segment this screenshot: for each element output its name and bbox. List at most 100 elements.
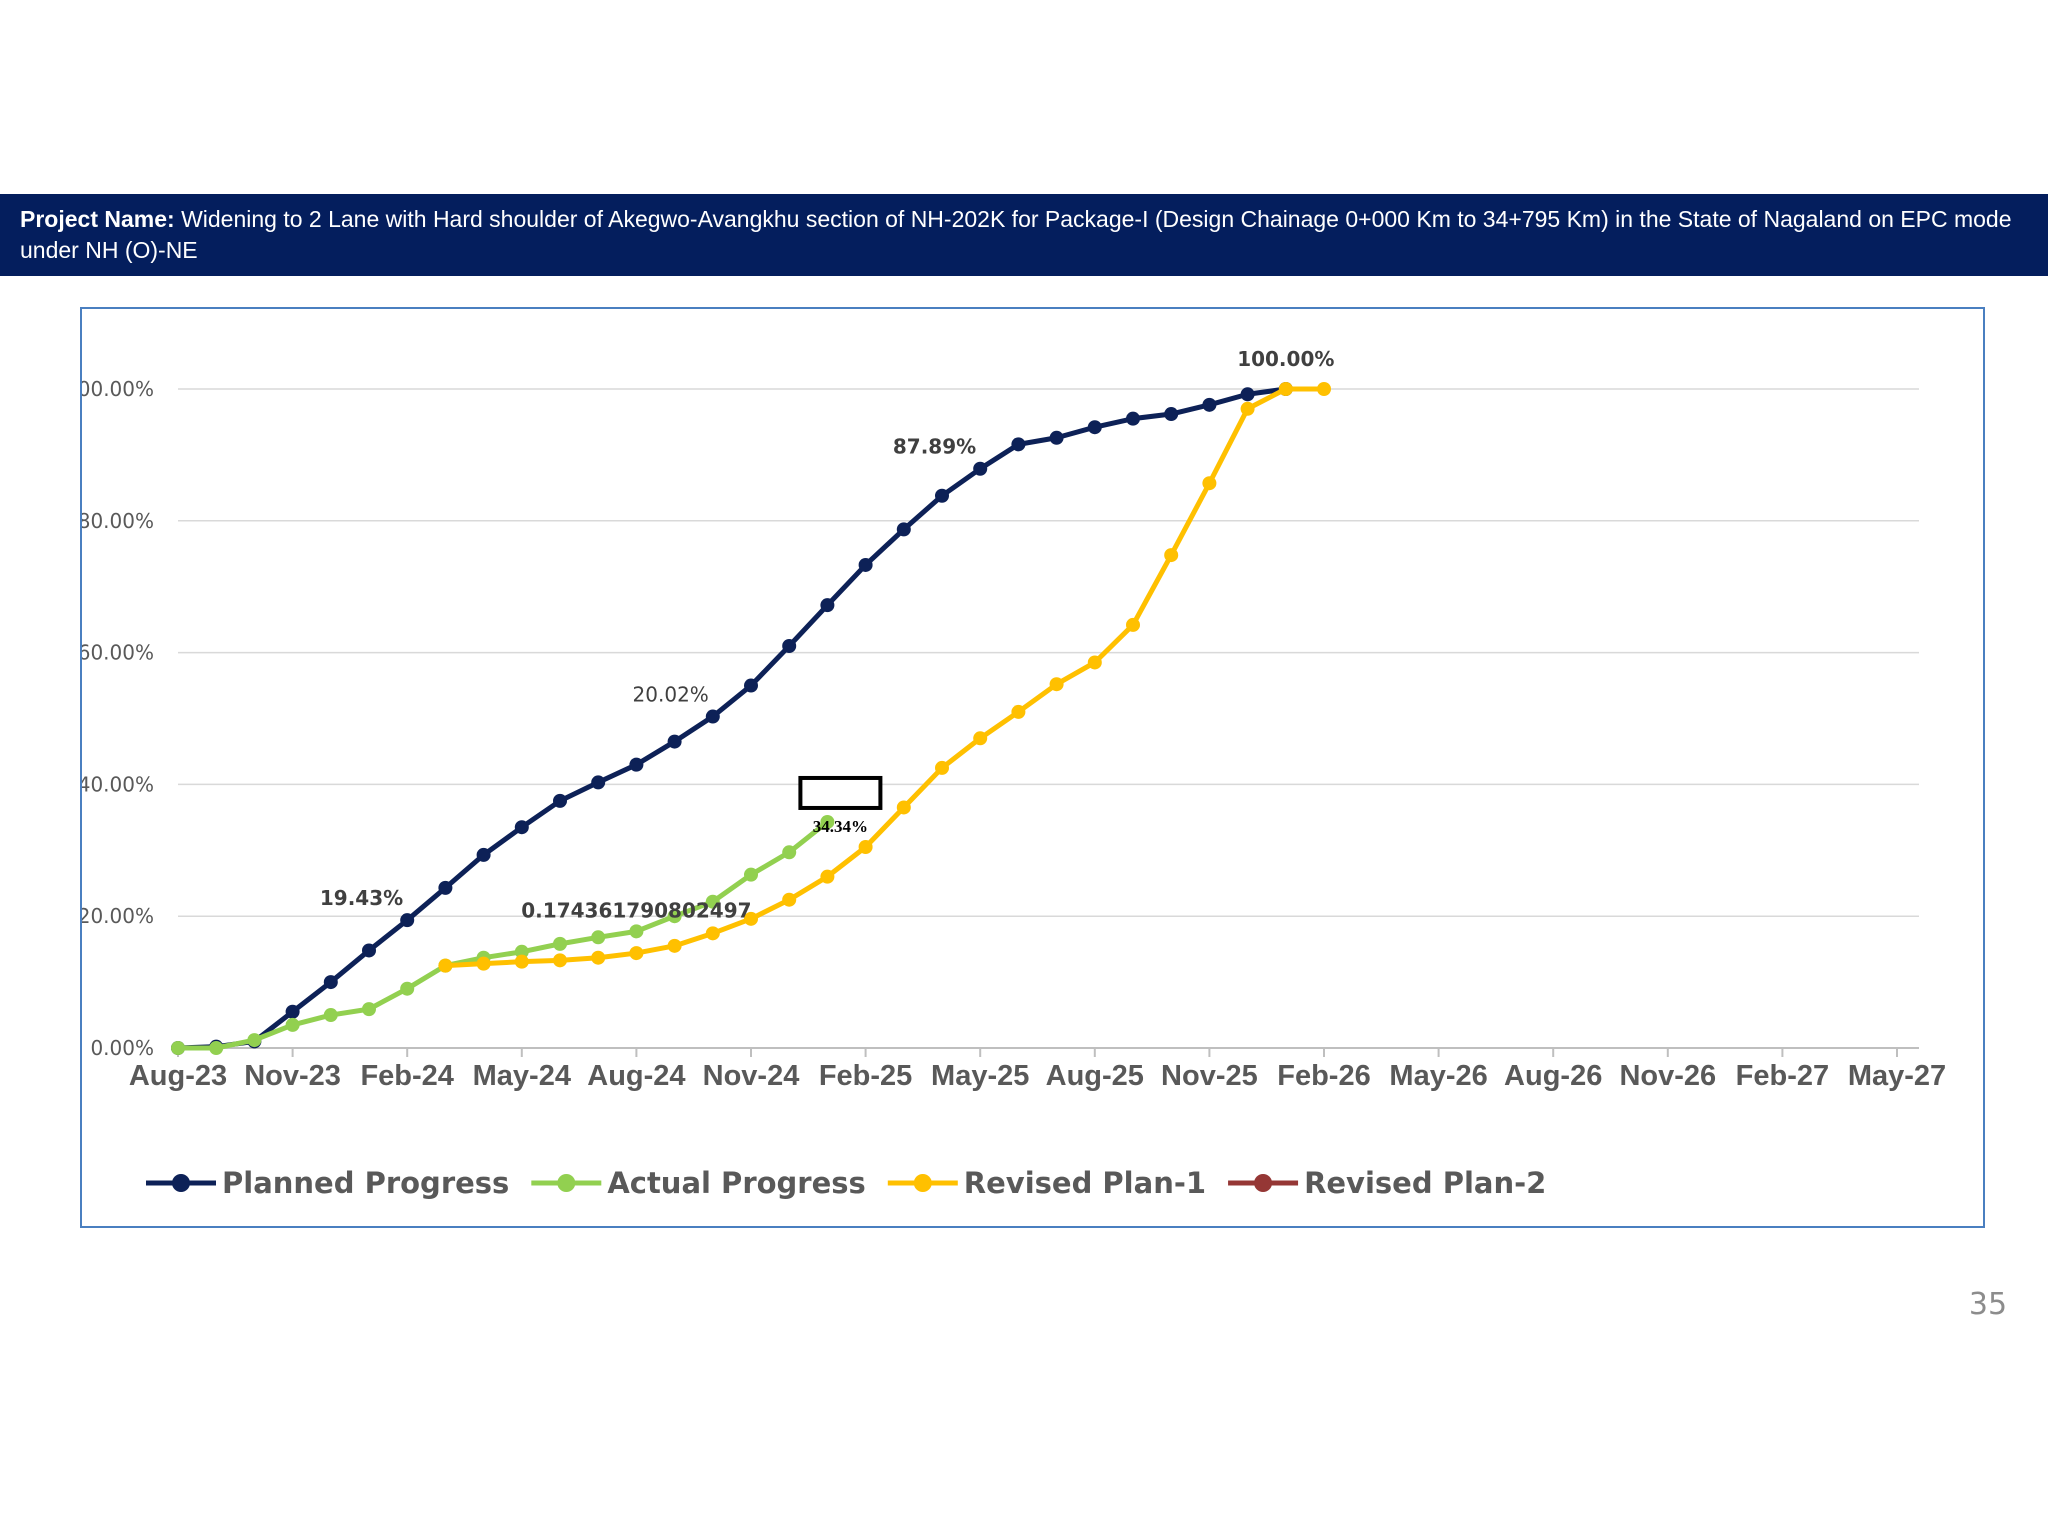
data-point bbox=[667, 909, 682, 924]
data-point bbox=[1049, 677, 1064, 692]
y-tick-label: 80.00% bbox=[82, 509, 154, 533]
data-point bbox=[171, 1041, 185, 1055]
data-point bbox=[591, 930, 606, 945]
data-point bbox=[820, 598, 835, 613]
data-point bbox=[400, 913, 415, 928]
x-tick-label: Feb-26 bbox=[1277, 1060, 1370, 1092]
data-point bbox=[285, 1004, 300, 1019]
x-tick-label: Nov-25 bbox=[1161, 1060, 1258, 1092]
data-point bbox=[1202, 476, 1217, 491]
progress-chart: 0.00% 20.00% 40.00% 60.00% 80.00% 100.00% Aug-… bbox=[82, 347, 1946, 1200]
data-point bbox=[744, 678, 758, 693]
x-tick-label: Nov-24 bbox=[703, 1060, 800, 1092]
data-point bbox=[629, 946, 644, 961]
data-point bbox=[1087, 420, 1102, 435]
x-tick-label: Feb-24 bbox=[360, 1060, 453, 1092]
x-tick-label: Nov-26 bbox=[1619, 1060, 1716, 1092]
data-point bbox=[1278, 382, 1293, 396]
chart-frame: 0.00% 20.00% 40.00% 60.00% 80.00% 100.00% Aug-… bbox=[80, 307, 1985, 1228]
project-name-text: Widening to 2 Lane with Hard shoulder of… bbox=[20, 206, 2012, 263]
data-point bbox=[896, 800, 911, 815]
data-point bbox=[514, 820, 529, 835]
data-point bbox=[858, 557, 873, 572]
legend-label: Revised Plan-2 bbox=[1304, 1166, 1546, 1200]
data-point bbox=[1126, 617, 1140, 632]
data-point bbox=[362, 943, 376, 958]
y-tick-label: 60.00% bbox=[82, 641, 154, 665]
x-tick-label: Nov-23 bbox=[244, 1060, 341, 1092]
x-tick-label: May-25 bbox=[931, 1060, 1029, 1092]
data-point bbox=[705, 709, 720, 724]
data-point bbox=[591, 775, 606, 790]
legend-marker bbox=[557, 1174, 576, 1192]
data-point bbox=[935, 488, 949, 503]
project-name-label: Project Name: bbox=[20, 206, 175, 232]
data-point bbox=[438, 880, 453, 895]
data-point bbox=[935, 760, 949, 775]
data-point bbox=[973, 731, 988, 746]
data-point bbox=[629, 924, 644, 939]
legend-label: Revised Plan-1 bbox=[964, 1166, 1206, 1200]
data-point bbox=[896, 522, 911, 537]
x-tick-label: Aug-23 bbox=[129, 1060, 227, 1092]
legend-marker bbox=[172, 1174, 190, 1192]
x-tick-label: May-27 bbox=[1848, 1060, 1946, 1092]
data-point bbox=[858, 840, 873, 855]
data-point bbox=[667, 734, 682, 749]
data-point bbox=[1164, 548, 1179, 563]
data-point bbox=[553, 953, 567, 968]
data-label: 100.00% bbox=[1237, 347, 1334, 371]
y-tick-label: 20.00% bbox=[82, 904, 154, 928]
data-point bbox=[1087, 655, 1102, 670]
data-point bbox=[629, 757, 644, 772]
data-label-box bbox=[798, 775, 883, 810]
x-tick-label: Aug-26 bbox=[1504, 1060, 1602, 1092]
data-point bbox=[514, 944, 529, 959]
data-point bbox=[323, 975, 338, 990]
data-point bbox=[438, 958, 453, 973]
data-point bbox=[476, 956, 491, 971]
page-number: 35 bbox=[1968, 1287, 2008, 1322]
y-tick-label: 100.00% bbox=[82, 377, 154, 401]
data-point bbox=[285, 1017, 300, 1032]
data-point bbox=[1240, 401, 1255, 416]
data-point bbox=[744, 867, 758, 882]
legend-marker bbox=[913, 1174, 932, 1192]
data-point bbox=[1202, 397, 1217, 412]
data-point bbox=[247, 1033, 262, 1048]
x-tick-label: Aug-24 bbox=[587, 1060, 685, 1092]
data-point bbox=[400, 981, 415, 996]
data-point bbox=[973, 461, 988, 476]
data-point bbox=[782, 892, 797, 907]
data-point bbox=[476, 847, 491, 862]
data-label: 0.174361790802497 bbox=[521, 898, 751, 922]
series-line bbox=[177, 386, 1287, 1051]
y-tick-label: 0.00% bbox=[90, 1036, 154, 1060]
data-label: 34.34% bbox=[813, 817, 868, 836]
data-point bbox=[667, 938, 682, 953]
data-point bbox=[1126, 411, 1140, 426]
data-label: 20.02% bbox=[633, 683, 709, 707]
x-tick-label: Aug-25 bbox=[1046, 1060, 1144, 1092]
x-tick-label: Feb-27 bbox=[1736, 1060, 1829, 1092]
data-point bbox=[1049, 430, 1064, 445]
legend-label: Actual Progress bbox=[607, 1166, 865, 1200]
data-label: 19.43% bbox=[320, 886, 403, 910]
project-banner: Project Name: Widening to 2 Lane with Ha… bbox=[0, 194, 2048, 276]
data-point bbox=[1240, 387, 1255, 402]
series-line bbox=[178, 820, 829, 1051]
data-point bbox=[323, 1008, 338, 1023]
x-tick-label: May-26 bbox=[1389, 1060, 1487, 1092]
data-point bbox=[362, 1002, 376, 1017]
legend-marker bbox=[1254, 1174, 1273, 1192]
data-point bbox=[514, 954, 529, 969]
data-point bbox=[1317, 382, 1331, 396]
data-point bbox=[1011, 437, 1026, 452]
data-point bbox=[820, 814, 835, 829]
data-point bbox=[1164, 407, 1179, 422]
x-tick-label: May-24 bbox=[473, 1060, 571, 1092]
x-tick-label: Feb-25 bbox=[819, 1060, 912, 1092]
data-point bbox=[820, 869, 835, 884]
series-line bbox=[445, 386, 1324, 969]
data-point bbox=[553, 936, 567, 951]
